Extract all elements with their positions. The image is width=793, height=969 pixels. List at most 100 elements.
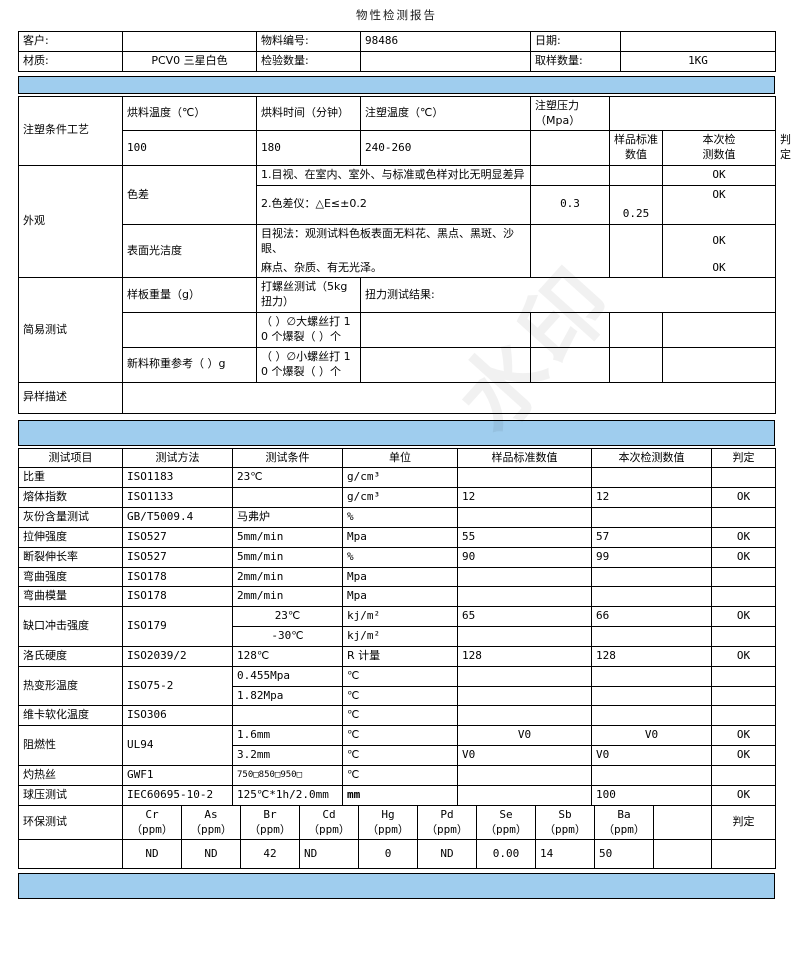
test-standard[interactable]	[457, 705, 592, 727]
test-measured[interactable]	[591, 566, 712, 588]
table-row: 表面光洁度 目视法：观测试料色板表面无料花、黑点、黑斑、沙眼、 OK	[19, 223, 776, 279]
col-judgement: 判定	[711, 447, 776, 469]
element-value[interactable]: ND	[181, 839, 241, 870]
table-row: 异样描述	[18, 381, 776, 414]
material-no-value[interactable]: 98486	[360, 31, 531, 52]
gloss-judge-2: OK	[662, 258, 776, 279]
test-measured[interactable]	[591, 705, 712, 727]
element-symbol: Hg	[381, 807, 395, 821]
element-unit: （ppm）	[249, 822, 291, 836]
element-unit: （ppm）	[131, 822, 173, 836]
molding-section-label: 注塑条件工艺	[18, 95, 123, 167]
test-measured[interactable]: 57	[591, 526, 712, 548]
test-standard[interactable]: V0	[457, 745, 592, 766]
appearance-row2-measured[interactable]: 0.25	[609, 184, 663, 225]
element-value[interactable]: ND	[299, 839, 359, 870]
torque-cell-2[interactable]	[530, 312, 610, 348]
test-measured[interactable]	[591, 765, 712, 786]
test-measured[interactable]	[591, 685, 712, 707]
col-measured-line1: 本次检	[702, 133, 736, 147]
test-measured[interactable]	[591, 507, 712, 528]
test-measured[interactable]	[591, 586, 712, 608]
test-measured[interactable]	[591, 467, 712, 489]
test-method: ISO178	[122, 586, 233, 608]
appearance-row1-measured[interactable]	[609, 165, 663, 186]
sample-qty-value[interactable]: 1KG	[620, 50, 776, 72]
molding-header-blank	[609, 95, 776, 132]
environment-value-blank[interactable]	[653, 839, 712, 870]
test-measured[interactable]: 99	[591, 546, 712, 568]
test-standard[interactable]: 90	[457, 546, 592, 568]
torque-cell-5[interactable]	[360, 346, 531, 383]
anomaly-value[interactable]	[122, 381, 776, 414]
test-standard[interactable]	[457, 507, 592, 528]
test-measured[interactable]: 128	[591, 645, 712, 667]
element-value[interactable]: ND	[122, 839, 182, 870]
test-standard[interactable]: 128	[457, 645, 592, 667]
element-value[interactable]: 42	[240, 839, 300, 870]
test-standard[interactable]: V0	[457, 725, 592, 747]
test-standard[interactable]: 65	[457, 606, 592, 628]
element-value[interactable]: 14	[535, 839, 595, 870]
val-dry-time[interactable]: 180	[256, 130, 361, 167]
gloss-measured[interactable]	[609, 223, 663, 279]
gloss-standard[interactable]	[530, 223, 610, 279]
val-inj-pressure[interactable]	[530, 130, 610, 167]
test-standard[interactable]	[457, 784, 592, 806]
val-inj-temp[interactable]: 240-260	[360, 130, 531, 167]
appearance-row1-standard[interactable]	[530, 165, 610, 186]
table-row: 注塑条件工艺 烘料温度（℃） 烘料时间（分钟） 注塑温度（℃） 注塑压力 （Mp…	[18, 95, 776, 167]
table-row: 阻燃性 UL94 1.6mm ℃ V0 V0 OK	[18, 725, 776, 766]
test-method: ISO2039/2	[122, 645, 233, 667]
gloss-judge-1: OK	[662, 223, 776, 259]
environment-judge-value[interactable]	[711, 839, 776, 870]
environment-row-blank[interactable]	[18, 839, 123, 870]
col-test-item: 测试项目	[18, 447, 123, 469]
torque-cell-8[interactable]	[662, 346, 776, 383]
gloss-label: 表面光洁度	[122, 223, 257, 279]
element-header: Br （ppm）	[240, 804, 300, 841]
test-standard[interactable]	[457, 467, 592, 489]
test-measured[interactable]: V0	[591, 725, 712, 747]
element-value[interactable]: 0	[358, 839, 418, 870]
test-condition: 2mm/min	[232, 566, 343, 588]
test-condition: 23℃	[232, 606, 343, 628]
test-item-name: 维卡软化温度	[18, 705, 123, 727]
material-value[interactable]: PCV0 三星白色	[122, 50, 257, 72]
element-value[interactable]: ND	[417, 839, 477, 870]
inspect-qty-value[interactable]	[360, 50, 531, 72]
element-header: Pd （ppm）	[417, 804, 477, 841]
test-item-name: 弯曲模量	[18, 586, 123, 608]
test-method: UL94	[122, 725, 233, 766]
test-measured[interactable]: 100	[591, 784, 712, 806]
appearance-row2-standard[interactable]: 0.3	[530, 184, 610, 225]
test-standard[interactable]: 55	[457, 526, 592, 548]
element-value[interactable]: 50	[594, 839, 654, 870]
test-unit: kj/m²	[342, 606, 458, 628]
new-material-label: 新料称重参考（ ）g	[122, 346, 257, 383]
test-measured[interactable]	[591, 665, 712, 687]
test-standard[interactable]	[457, 626, 592, 647]
test-standard[interactable]: 12	[457, 487, 592, 509]
torque-cell-4[interactable]	[662, 312, 776, 348]
torque-cell-6[interactable]	[530, 346, 610, 383]
appearance-section-label: 外观	[18, 165, 123, 279]
test-standard[interactable]	[457, 765, 592, 786]
test-measured[interactable]: 12	[591, 487, 712, 509]
val-dry-temp[interactable]: 100	[122, 130, 257, 167]
date-value[interactable]	[620, 31, 776, 52]
test-standard[interactable]	[457, 665, 592, 687]
torque-cell-7[interactable]	[609, 346, 663, 383]
customer-value[interactable]	[122, 31, 257, 52]
element-value[interactable]: 0.00	[476, 839, 536, 870]
test-standard[interactable]	[457, 586, 592, 608]
test-standard[interactable]	[457, 566, 592, 588]
test-unit: kj/m²	[342, 626, 458, 647]
test-measured[interactable]	[591, 626, 712, 647]
test-measured[interactable]: V0	[591, 745, 712, 766]
torque-cell-3[interactable]	[609, 312, 663, 348]
sample-weight-value[interactable]	[122, 312, 257, 348]
torque-cell-1[interactable]	[360, 312, 531, 348]
test-standard[interactable]	[457, 685, 592, 707]
test-measured[interactable]: 66	[591, 606, 712, 628]
